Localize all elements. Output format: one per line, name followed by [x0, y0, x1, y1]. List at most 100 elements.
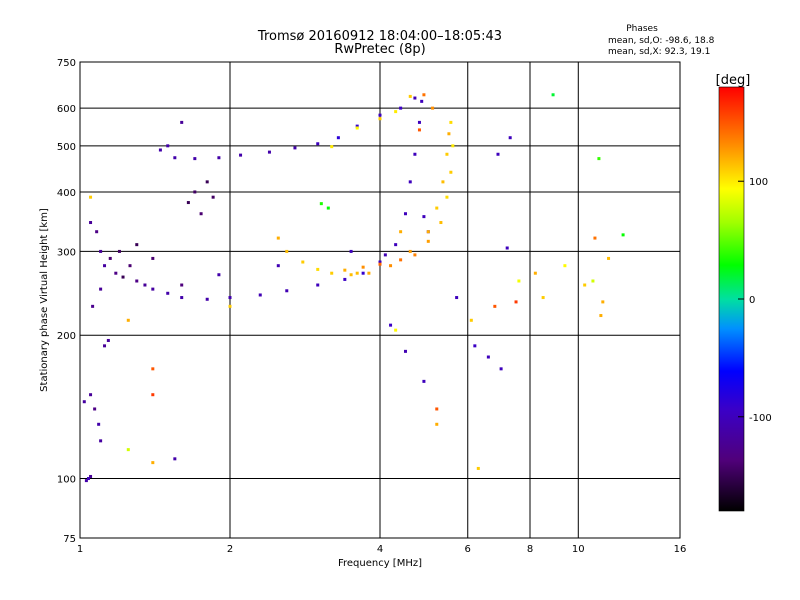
x-mode-point: [449, 170, 453, 174]
x-mode-point: [361, 265, 365, 269]
x-mode-point: [417, 128, 421, 132]
x-mode-point: [445, 152, 449, 156]
x-mode-point: [541, 296, 545, 300]
o-mode-point: [217, 273, 221, 277]
x-mode-point: [126, 318, 130, 322]
x-mode-point: [276, 236, 280, 240]
x-mode-point: [355, 126, 359, 130]
o-mode-point: [383, 253, 387, 257]
o-mode-point: [180, 120, 184, 124]
x-mode-point: [330, 271, 334, 275]
phases-title: Phases: [626, 24, 658, 34]
x-mode-point: [394, 328, 398, 332]
o-mode-point: [114, 271, 118, 275]
o-mode-point: [128, 264, 132, 268]
o-mode-point: [422, 379, 426, 383]
x-mode-point: [151, 393, 155, 397]
o-mode-point: [95, 230, 99, 234]
x-mode-point: [413, 253, 417, 257]
x-mode-point: [493, 304, 497, 308]
o-mode-point: [473, 344, 477, 348]
o-mode-point: [99, 287, 103, 291]
x-mode-point: [435, 206, 439, 210]
x-mode-point: [469, 318, 473, 322]
x-mode-point: [563, 264, 567, 268]
x-mode-point: [151, 367, 155, 371]
o-mode-point: [496, 152, 500, 156]
o-mode-point: [99, 249, 103, 253]
chart-title: Tromsø 20160912 18:04:00–18:05:43: [257, 29, 502, 44]
x-mode-point: [435, 422, 439, 426]
x-tick-label: 10: [572, 544, 585, 555]
x-tick-label: 4: [377, 544, 383, 555]
o-mode-point: [378, 113, 382, 117]
o-mode-point: [403, 212, 407, 216]
x-mode-point: [435, 407, 439, 411]
o-mode-point: [378, 260, 382, 264]
o-mode-point: [316, 142, 320, 146]
o-mode-point: [343, 277, 347, 281]
y-tick-label: 500: [57, 142, 76, 153]
x-mode-point: [426, 230, 430, 234]
x-mode-point: [399, 258, 403, 262]
x-mode-point: [378, 117, 382, 121]
o-mode-point: [151, 287, 155, 291]
o-mode-point: [199, 212, 203, 216]
o-mode-point: [93, 407, 97, 411]
o-mode-point: [89, 221, 93, 225]
x-mode-point: [621, 233, 625, 237]
x-mode-point: [228, 304, 232, 308]
o-mode-point: [420, 99, 424, 103]
x-mode-point: [399, 230, 403, 234]
x-mode-point: [394, 110, 398, 114]
o-mode-point: [422, 215, 426, 219]
o-mode-point: [151, 256, 155, 260]
x-mode-point: [607, 256, 611, 260]
o-mode-point: [193, 190, 197, 194]
colorbar-tick-label: 100: [749, 177, 768, 188]
x-mode-point: [343, 268, 347, 272]
o-mode-point: [180, 283, 184, 287]
scatter-points: [82, 93, 625, 483]
o-mode-point: [394, 243, 398, 247]
x-tick-label: 8: [527, 544, 533, 555]
o-mode-point: [267, 150, 271, 154]
o-mode-point: [117, 249, 121, 253]
o-mode-point: [205, 180, 209, 184]
x-mode-point: [593, 236, 597, 240]
y-tick-label: 600: [57, 104, 76, 115]
y-tick-label: 400: [57, 188, 76, 199]
o-mode-point: [349, 249, 353, 253]
o-mode-point: [82, 400, 86, 404]
phase-x-stats: mean, sd,X: 92.3, 19.1: [608, 47, 710, 57]
o-mode-point: [455, 296, 459, 300]
colorbar-tick-label: 0: [749, 295, 755, 306]
x-mode-point: [514, 300, 518, 304]
x-mode-point: [151, 461, 155, 465]
o-mode-point: [217, 156, 221, 160]
x-mode-point: [551, 93, 555, 97]
x-mode-point: [591, 279, 595, 283]
o-mode-point: [505, 246, 509, 250]
o-mode-point: [389, 323, 393, 327]
y-axis-label: Stationary phase Virtual Height [km]: [39, 208, 50, 392]
plot-grid: [80, 62, 680, 538]
o-mode-point: [403, 349, 407, 353]
x-mode-point: [439, 221, 443, 225]
o-mode-point: [89, 474, 93, 478]
phase-o-stats: mean, sd,O: -98.6, 18.8: [608, 36, 715, 46]
x-mode-point: [126, 448, 130, 452]
colorbar-label: [deg]: [716, 73, 751, 88]
o-mode-point: [135, 279, 139, 283]
o-mode-point: [211, 195, 215, 199]
o-mode-point: [103, 344, 107, 348]
o-mode-point: [355, 124, 359, 128]
o-mode-point: [239, 153, 243, 157]
o-mode-point: [399, 106, 403, 110]
x-axis-ticks: 1 2 4 6 8 10 16: [77, 544, 687, 555]
x-mode-point: [378, 262, 382, 266]
x-mode-point: [441, 180, 445, 184]
o-mode-point: [173, 457, 177, 461]
y-tick-label: 200: [57, 331, 76, 342]
x-mode-point: [517, 279, 521, 283]
